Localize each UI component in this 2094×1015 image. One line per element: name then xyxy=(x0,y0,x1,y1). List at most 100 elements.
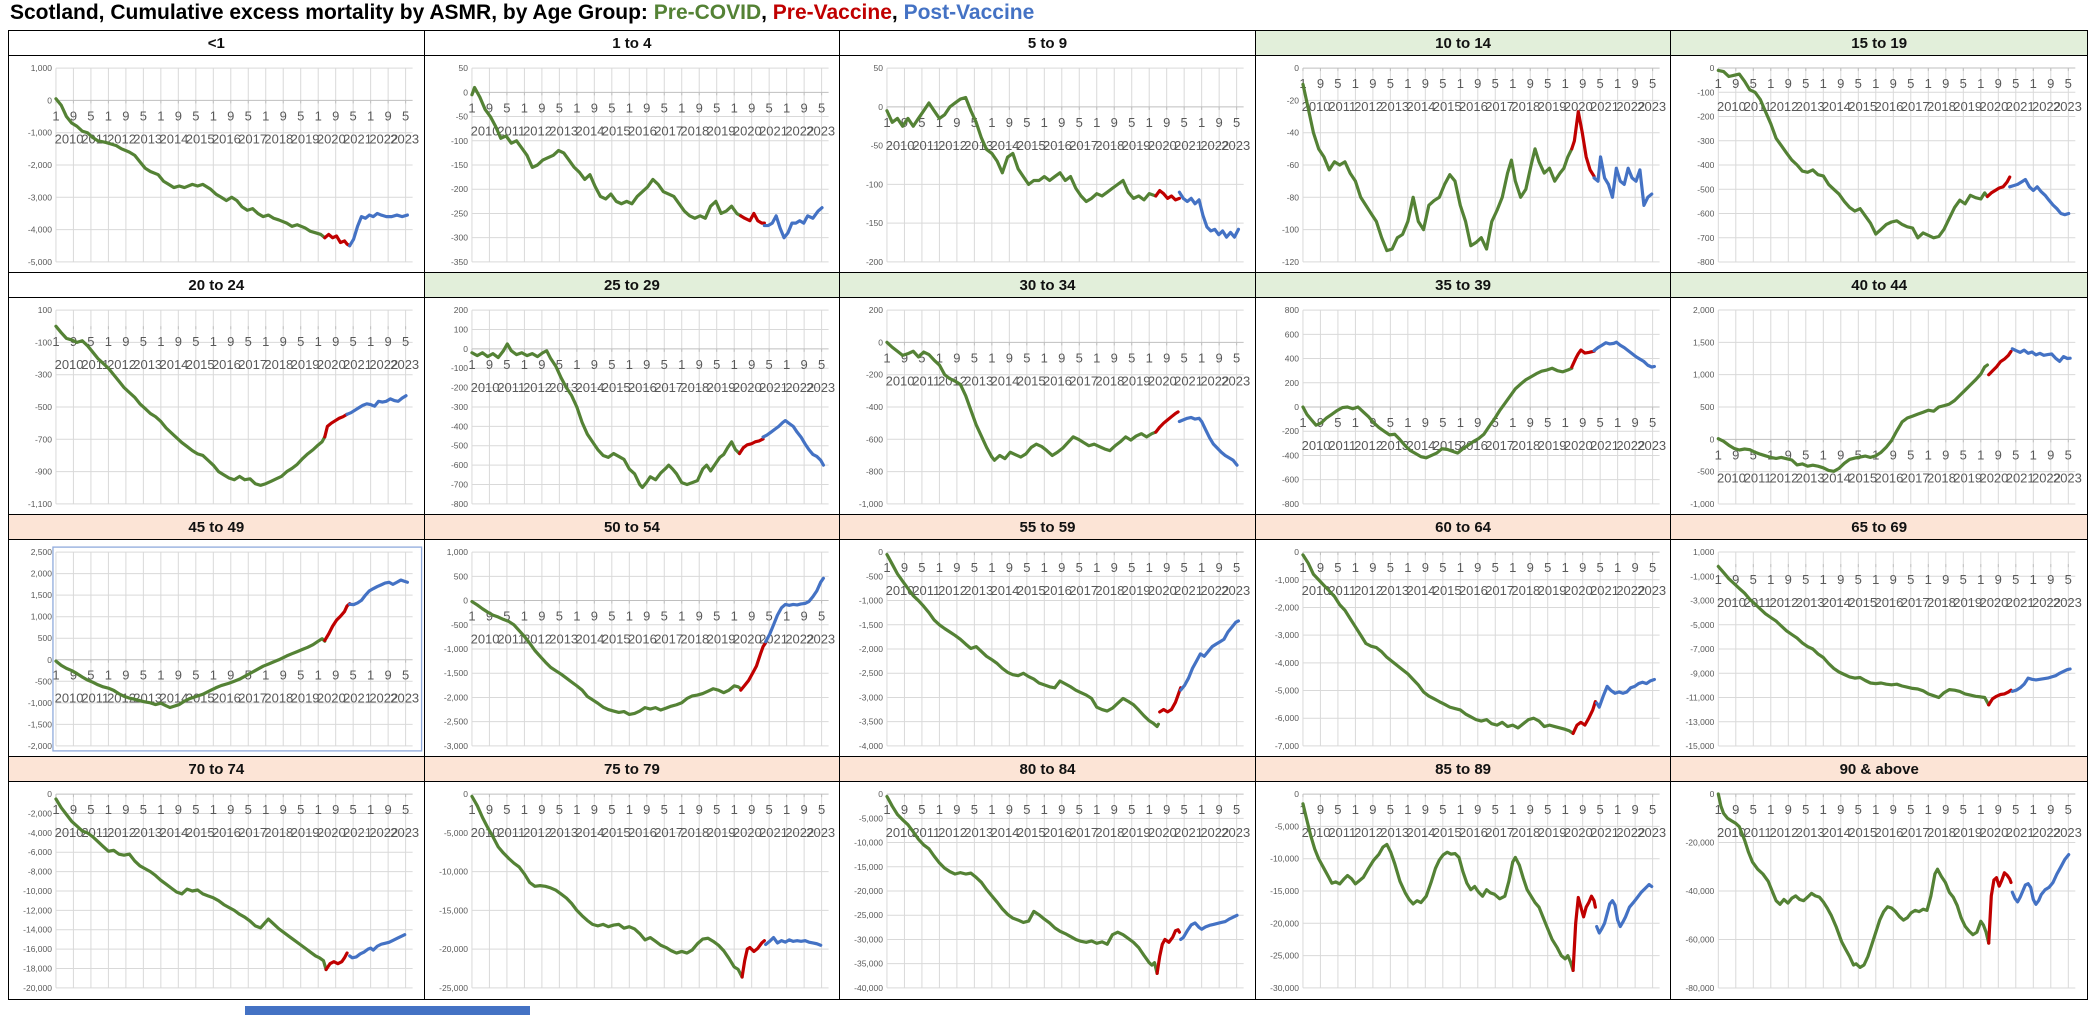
y-axis-tick-label: -500 xyxy=(451,620,468,630)
x-axis-year-label: 2014 xyxy=(575,123,604,138)
x-axis-year-label: 2023 xyxy=(1222,583,1251,598)
x-axis-year-label: 2015 xyxy=(186,357,215,372)
x-axis-month-label: 5 xyxy=(1387,802,1394,817)
x-axis-year-label: 2022 xyxy=(785,825,814,840)
y-axis-tick-label: -1,000 xyxy=(1691,571,1715,581)
x-axis-month-label: 1 xyxy=(210,108,217,123)
y-axis-tick-label: -600 xyxy=(1698,209,1715,219)
x-axis-year-label: 2010 xyxy=(55,357,84,372)
y-axis-tick-label: -2,000 xyxy=(443,692,467,702)
x-axis-month-label: 9 xyxy=(1317,76,1324,91)
x-axis-month-label: 5 xyxy=(1233,350,1240,365)
x-axis-month-label: 9 xyxy=(538,609,545,624)
excess-mortality-chart[interactable]: 0 -500 -1,000 -1,500 -2,000 -2,500 -3,000 -3,50… xyxy=(840,540,1255,756)
x-axis-year-label: 2017 xyxy=(238,825,267,840)
x-axis-year-label: 2023 xyxy=(806,380,835,395)
x-axis-month-label: 5 xyxy=(1544,76,1551,91)
age-group-header: 35 to 39 xyxy=(1255,273,1671,298)
series-pre-vaccine xyxy=(323,412,349,439)
series-post-vaccine xyxy=(1177,190,1241,239)
chart-cell-5-to-9: 5 to 9 50 0 -50 -100 -150 -200 1 9 5 1 9 5 1 9 5 1 9 5 1 9 5 1… xyxy=(840,31,1256,273)
x-axis-month-label: 5 xyxy=(1181,115,1188,130)
y-axis-tick-label: -1,500 xyxy=(859,620,883,630)
x-axis-year-label: 2022 xyxy=(1616,99,1645,114)
x-axis-year-label: 2020 xyxy=(317,131,346,146)
x-axis-month-label: 9 xyxy=(695,100,702,115)
excess-mortality-chart[interactable]: 0 -5,000 -10,000 -15,000 -20,000 -25,000 -30,0… xyxy=(840,782,1255,998)
y-axis-tick-label: -500 xyxy=(35,402,52,412)
x-axis-year-label: 2017 xyxy=(654,825,683,840)
x-axis-month-label: 1 xyxy=(1404,560,1411,575)
x-axis-month-label: 5 xyxy=(350,108,357,123)
x-axis-year-label: 2010 xyxy=(886,373,915,388)
x-axis-year-label: 2018 xyxy=(1511,825,1540,840)
excess-mortality-chart[interactable]: 1,000 500 0 -500 -1,000 -1,500 -2,000 -2,500 -3,… xyxy=(425,540,840,756)
x-axis-year-label: 2012 xyxy=(938,825,967,840)
y-axis-tick-label: 1,000 xyxy=(446,547,468,557)
excess-mortality-chart[interactable]: 2,500 2,000 1,500 1,000 500 0 -500 -1,000 -1,500… xyxy=(9,540,424,756)
series-pre-covid xyxy=(54,97,327,240)
excess-mortality-chart[interactable]: 0 -2,000 -4,000 -6,000 -8,000 -10,000 -12,000 -… xyxy=(9,782,424,998)
x-axis-year-label: 2018 xyxy=(1927,99,1956,114)
x-axis-month-label: 9 xyxy=(1943,572,1950,587)
x-axis-year-label: 2011 xyxy=(1328,583,1356,598)
x-axis-month-label: 1 xyxy=(1404,76,1411,91)
x-axis-month-label: 9 xyxy=(1369,76,1376,91)
x-axis-month-label: 9 xyxy=(538,357,545,372)
x-axis-month-label: 9 xyxy=(1526,415,1533,430)
excess-mortality-chart[interactable]: 1,000 -1,000 -3,000 -5,000 -7,000 -9,000 -11,0… xyxy=(1671,540,2087,756)
x-axis-month-label: 5 xyxy=(1750,802,1757,817)
x-axis-year-label: 2022 xyxy=(1201,138,1230,153)
x-axis-month-label: 5 xyxy=(1076,802,1083,817)
plot-area-selection-border[interactable] xyxy=(52,546,423,752)
x-axis-month-label: 1 xyxy=(1146,115,1153,130)
y-axis-tick-label: -200 xyxy=(1698,112,1715,122)
x-axis-month-label: 9 xyxy=(1579,76,1586,91)
x-axis-month-label: 9 xyxy=(643,609,650,624)
excess-mortality-chart[interactable]: 0 -5,000 -10,000 -15,000 -20,000 -25,000 -30,0… xyxy=(1256,782,1671,998)
excess-mortality-chart[interactable]: 200 100 0 -100 -200 -300 -400 -500 -600 -700 -800 1… xyxy=(425,298,840,514)
y-axis-tick-label: -300 xyxy=(35,370,52,380)
x-axis-month-label: 1 xyxy=(783,609,790,624)
x-axis-month-label: 1 xyxy=(988,115,995,130)
x-axis-month-label: 9 xyxy=(1526,560,1533,575)
y-axis-tick-label: 2,500 xyxy=(31,547,53,557)
x-axis-year-label: 2011 xyxy=(1744,825,1772,840)
x-axis-month-label: 9 xyxy=(1058,350,1065,365)
chart-cell-10-to-14: 10 to 14 0 -20 -40 -60 -80 -100 -120 1 9 5 1 9 5 1 9 5 1 9… xyxy=(1255,31,1672,273)
y-axis-tick-label: -200 xyxy=(451,184,468,194)
x-axis-month-label: 5 xyxy=(1128,802,1135,817)
x-axis-year-label: 2010 xyxy=(1717,470,1746,485)
y-axis-tick-label: -10,000 xyxy=(23,886,52,896)
x-axis-month-label: 9 xyxy=(1474,560,1481,575)
x-axis-month-label: 1 xyxy=(1614,415,1621,430)
x-axis-year-label: 2021 xyxy=(343,131,372,146)
y-axis-tick-label: -500 xyxy=(866,571,883,581)
series-pre-covid xyxy=(885,340,1158,462)
x-axis-month-label: 1 xyxy=(1509,415,1516,430)
x-axis-month-label: 9 xyxy=(332,108,339,123)
excess-mortality-chart[interactable]: 0 -1,000 -2,000 -3,000 -4,000 -5,000 -6,000 -7,… xyxy=(1256,540,1671,756)
x-axis-year-label: 2015 xyxy=(1433,99,1462,114)
x-axis-month-label: 9 xyxy=(1838,76,1845,91)
y-axis-tick-label: -1,000 xyxy=(859,596,883,606)
y-axis-tick-label: -7,000 xyxy=(1691,644,1715,654)
y-axis-tick-label: -9,000 xyxy=(1691,668,1715,678)
x-axis-year-label: 2015 xyxy=(1017,373,1046,388)
x-axis-year-label: 2016 xyxy=(1459,99,1488,114)
x-axis-year-label: 2023 xyxy=(1637,825,1666,840)
age-group-header: 70 to 74 xyxy=(9,757,424,782)
x-axis-year-label: 2021 xyxy=(1174,825,1203,840)
x-axis-month-label: 9 xyxy=(1006,802,1013,817)
